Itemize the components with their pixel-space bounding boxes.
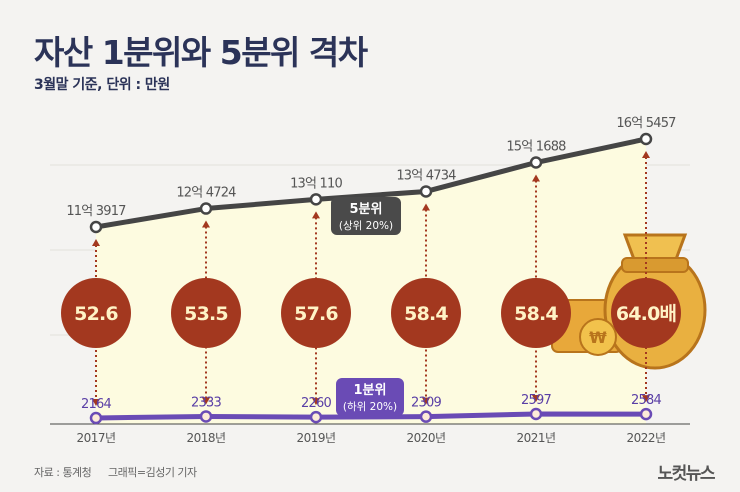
ratio-circle — [611, 278, 681, 348]
data-point — [419, 185, 433, 198]
data-label: 2597 — [521, 393, 551, 408]
data-point — [199, 202, 213, 215]
series-name: 5분위 — [350, 202, 383, 217]
ratio-label: 53.5 — [184, 303, 228, 325]
ratio-circle — [61, 278, 131, 348]
ratio-label: 64.0배 — [616, 303, 676, 325]
x-tick-label: 2019년 — [296, 431, 335, 445]
data-label: 2309 — [411, 396, 441, 411]
series-line-1분위 — [95, 411, 647, 421]
arrow-up-icon — [92, 239, 100, 246]
data-label: 16억 5457 — [616, 116, 676, 131]
data-label: 2584 — [631, 393, 661, 408]
ratio-label: 58.4 — [404, 303, 448, 325]
x-tick-label: 2020년 — [406, 431, 445, 445]
ratio-label: 52.6 — [74, 303, 118, 325]
data-point — [639, 132, 653, 146]
arrow-down-icon — [422, 397, 430, 405]
x-tick-label: 2018년 — [186, 431, 225, 445]
x-tick-label: 2022년 — [626, 431, 665, 445]
data-label: 13억 4734 — [396, 168, 456, 183]
arrow-up-icon — [312, 211, 320, 219]
arrow-up-icon — [642, 151, 650, 158]
data-point — [529, 407, 543, 421]
arrow-up-icon — [202, 220, 210, 228]
data-point — [419, 410, 433, 423]
data-point — [89, 411, 103, 425]
data-label: 2164 — [81, 397, 111, 412]
data-label: 2260 — [301, 396, 331, 411]
arrow-down-icon — [312, 398, 320, 406]
ratio-circle — [501, 278, 571, 348]
subtitle: 3월말 기준, 단위 : 만원 — [34, 77, 170, 93]
data-point — [199, 410, 213, 423]
ratio-label: 58.4 — [514, 303, 558, 325]
data-label: 2333 — [191, 395, 221, 410]
x-tick-label: 2017년 — [76, 431, 115, 445]
data-point — [309, 193, 323, 206]
data-label: 13억 110 — [290, 176, 342, 191]
ratio-circle — [281, 278, 351, 348]
won-symbol: ₩ — [589, 328, 607, 347]
arrow-down-icon — [92, 399, 100, 406]
graphic-credit: 그래픽=김성기 기자 — [108, 466, 197, 479]
logo: 노컷뉴스 — [657, 464, 715, 484]
series-sublabel: (하위 20%) — [343, 400, 397, 413]
won-coin — [579, 318, 617, 356]
x-tick-label: 2021년 — [516, 431, 555, 445]
arrow-down-icon — [202, 397, 210, 405]
series-name: 1분위 — [354, 383, 387, 398]
ratio-circle — [171, 278, 241, 348]
data-label: 11억 3917 — [66, 204, 126, 219]
series-sublabel: (상위 20%) — [339, 219, 393, 232]
page-title: 자산 1분위와 5분위 격차 — [34, 33, 368, 72]
data-point — [639, 407, 653, 421]
series-line-5분위 — [95, 136, 647, 230]
data-point — [89, 220, 103, 234]
source-note: 자료 : 통계청 — [34, 466, 92, 479]
bag-tie — [621, 257, 689, 273]
arrow-up-icon — [532, 174, 540, 182]
series-tag-1분위 — [336, 378, 404, 416]
arrow-up-icon — [422, 203, 430, 211]
ratio-circle — [391, 278, 461, 348]
data-label: 12억 4724 — [176, 186, 236, 201]
arrow-down-icon — [532, 395, 540, 402]
series-tag-5분위 — [331, 197, 401, 235]
data-point — [309, 410, 323, 424]
area-fill — [96, 139, 646, 424]
data-label: 15억 1688 — [506, 140, 566, 155]
data-point — [529, 156, 543, 169]
ratio-label: 57.6 — [294, 303, 338, 325]
arrow-down-icon — [642, 395, 650, 403]
